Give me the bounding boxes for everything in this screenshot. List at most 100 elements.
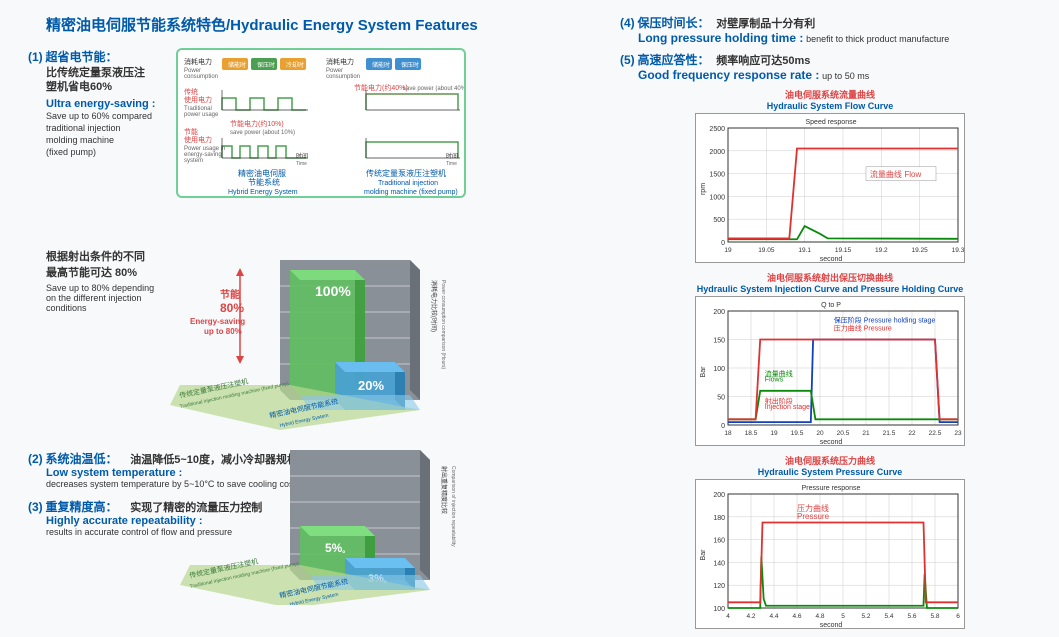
chart1: 050010001500200025001919.0519.119.1519.2… bbox=[695, 113, 965, 263]
svg-text:19.05: 19.05 bbox=[758, 247, 775, 254]
svg-text:保压时: 保压时 bbox=[401, 61, 419, 69]
svg-text:节能: 节能 bbox=[184, 127, 198, 136]
svg-text:power usage: power usage bbox=[184, 112, 219, 118]
svg-text:储能时: 储能时 bbox=[372, 61, 390, 69]
svg-text:Q to P: Q to P bbox=[821, 302, 841, 309]
f4-title: 保压时间长： bbox=[637, 16, 709, 30]
svg-text:4.2: 4.2 bbox=[746, 613, 755, 620]
chart3-title-en: Hydraulic System Pressure Curve bbox=[620, 467, 1040, 477]
svg-text:Hybrid Energy System: Hybrid Energy System bbox=[228, 189, 298, 196]
svg-text:消耗电力比较(时间): 消耗电力比较(时间) bbox=[430, 280, 438, 332]
svg-text:160: 160 bbox=[713, 538, 725, 545]
svg-text:19.1: 19.1 bbox=[798, 247, 811, 254]
f4-en-bold: Long pressure holding time : bbox=[638, 31, 803, 45]
svg-text:19.15: 19.15 bbox=[835, 247, 852, 254]
chart2-svg: 0501001502001818.51919.52020.52121.52222… bbox=[696, 297, 966, 447]
chart-1-container: 油电伺服系统流量曲线 Hydraulic System Flow Curve 0… bbox=[620, 88, 1040, 263]
chart3-title-cn: 油电伺服系统压力曲线 bbox=[620, 454, 1040, 467]
bars-b-svg: 5%。 3%。 传统定量泵液压注塑机 Traditional injection… bbox=[170, 430, 460, 605]
svg-text:Speed response: Speed response bbox=[806, 119, 857, 126]
svg-text:22: 22 bbox=[908, 430, 916, 437]
svg-text:使用电力: 使用电力 bbox=[184, 95, 212, 104]
svg-text:Time: Time bbox=[446, 161, 457, 167]
svg-text:Bar: Bar bbox=[700, 549, 707, 561]
bars-a: 100% 20% 节能 80% Energy-saving up to 80% … bbox=[160, 240, 440, 420]
feature-5: (5) 高速应答性： 频率响应可达50ms Good frequency res… bbox=[620, 51, 1040, 82]
svg-text:19.2: 19.2 bbox=[875, 247, 888, 254]
f5-en-bold: Good frequency response rate : bbox=[638, 68, 819, 82]
svg-text:140: 140 bbox=[713, 560, 725, 567]
svg-text:5.4: 5.4 bbox=[884, 613, 893, 620]
svg-text:4.6: 4.6 bbox=[792, 613, 801, 620]
svg-text:Pressure: Pressure bbox=[797, 512, 830, 521]
svg-text:Energy-saving: Energy-saving bbox=[190, 317, 245, 326]
svg-text:时间: 时间 bbox=[296, 152, 308, 160]
svg-text:5.8: 5.8 bbox=[930, 613, 939, 620]
d1-power-cn: 消耗电力 bbox=[184, 57, 212, 66]
svg-text:4.4: 4.4 bbox=[769, 613, 778, 620]
svg-text:射出重复精度比较: 射出重复精度比较 bbox=[440, 466, 448, 514]
svg-text:22.5: 22.5 bbox=[929, 430, 942, 437]
svg-text:200: 200 bbox=[713, 492, 725, 499]
feature-1: (1) 超省电节能： 比传统定量泵液压注 塑机省电60% Ultra energ… bbox=[28, 50, 178, 158]
svg-text:second: second bbox=[820, 256, 843, 263]
feat1-en1: Save up to 60% compared bbox=[46, 111, 178, 123]
svg-text:19.25: 19.25 bbox=[912, 247, 929, 254]
svg-text:5: 5 bbox=[841, 613, 845, 620]
svg-text:使用电力: 使用电力 bbox=[184, 135, 212, 144]
svg-text:19: 19 bbox=[724, 247, 732, 254]
chart2: 0501001502001818.51919.52020.52121.52222… bbox=[695, 296, 965, 446]
svg-text:save power (about 10%): save power (about 10%) bbox=[230, 130, 295, 136]
svg-text:4: 4 bbox=[726, 613, 730, 620]
feat1-desc2: 塑机省电60% bbox=[46, 80, 178, 94]
svg-text:80%: 80% bbox=[220, 301, 244, 315]
svg-text:150: 150 bbox=[713, 338, 725, 345]
f4-en: benefit to thick product manufacture bbox=[806, 34, 949, 44]
svg-text:传统定量泵液压注塑机: 传统定量泵液压注塑机 bbox=[366, 168, 446, 178]
svg-text:Traditional injection: Traditional injection bbox=[378, 180, 438, 187]
feat1-num: (1) bbox=[28, 50, 43, 64]
feat1-en4: (fixed pump) bbox=[46, 147, 178, 159]
svg-text:节能电力(约40%): 节能电力(约40%) bbox=[354, 83, 408, 92]
svg-text:19.5: 19.5 bbox=[791, 430, 804, 437]
svg-text:0: 0 bbox=[721, 240, 725, 247]
svg-text:19: 19 bbox=[770, 430, 778, 437]
page-title: 精密油电伺服节能系统特色/Hydraulic Energy System Fea… bbox=[46, 14, 478, 35]
svg-text:100: 100 bbox=[713, 606, 725, 613]
f3-num: (3) bbox=[28, 500, 43, 514]
svg-text:18: 18 bbox=[724, 430, 732, 437]
energy-diagram: 消耗电力 Power consumption 储能时保压时冷却时 消耗电力 Po… bbox=[176, 48, 466, 198]
feat1-en-bold: Ultra energy-saving : bbox=[46, 97, 178, 111]
svg-text:500: 500 bbox=[713, 217, 725, 224]
svg-text:流量曲线: 流量曲线 bbox=[870, 169, 902, 179]
svg-text:120: 120 bbox=[713, 583, 725, 590]
svg-text:20.5: 20.5 bbox=[837, 430, 850, 437]
svg-text:20: 20 bbox=[816, 430, 824, 437]
feat1-en2: traditional injection bbox=[46, 123, 178, 135]
svg-text:2000: 2000 bbox=[709, 149, 725, 156]
svg-text:100: 100 bbox=[713, 366, 725, 373]
svg-text:Power consumption comparison (: Power consumption comparison (Hours) bbox=[440, 280, 446, 370]
svg-text:保压时: 保压时 bbox=[257, 61, 275, 69]
f5-desc: 频率响应可达50ms bbox=[716, 55, 810, 67]
feat1-desc1: 比传统定量泵液压注 bbox=[46, 66, 178, 80]
chart1-svg: 050010001500200025001919.0519.119.1519.2… bbox=[696, 114, 966, 264]
svg-text:1500: 1500 bbox=[709, 172, 725, 179]
feat1-title-cn: 超省电节能： bbox=[45, 50, 117, 64]
svg-text:180: 180 bbox=[713, 515, 725, 522]
svg-text:节能电力(约10%): 节能电力(约10%) bbox=[230, 119, 284, 128]
svg-text:Comparison of injection repeat: Comparison of injection repeatability bbox=[450, 466, 456, 547]
svg-text:19.3: 19.3 bbox=[952, 247, 965, 254]
f5-num: (5) bbox=[620, 53, 635, 67]
svg-text:储能时: 储能时 bbox=[228, 61, 246, 69]
f2-title: 系统油温低： bbox=[45, 452, 117, 466]
svg-text:传统: 传统 bbox=[184, 87, 198, 96]
f4-desc: 对壁厚制品十分有利 bbox=[716, 18, 815, 30]
chart2-title-en: Hydraulic System Injection Curve and Pre… bbox=[620, 284, 1040, 294]
svg-text:节能系统: 节能系统 bbox=[248, 177, 280, 187]
svg-text:Flows: Flows bbox=[765, 377, 784, 384]
f3-title: 重复精度高： bbox=[45, 500, 117, 514]
svg-text:时间: 时间 bbox=[446, 152, 458, 160]
svg-text:Time: Time bbox=[296, 161, 307, 167]
svg-text:Flow: Flow bbox=[904, 170, 921, 179]
